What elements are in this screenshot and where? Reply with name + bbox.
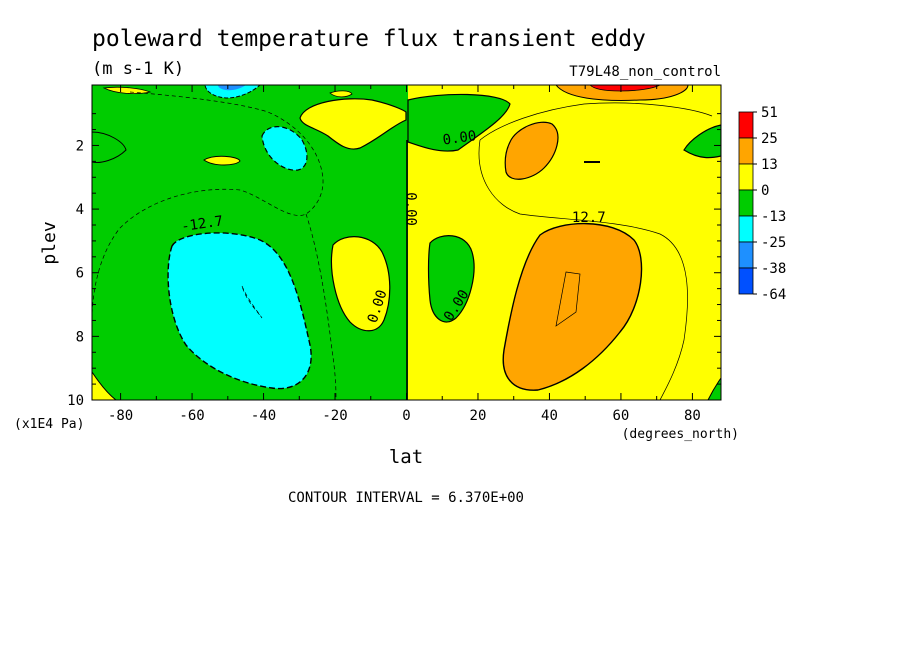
x-tick-label: -40 bbox=[251, 408, 276, 424]
region-nh-mid-green bbox=[427, 235, 475, 323]
region-sh-cyan-main bbox=[167, 232, 312, 390]
plot-area bbox=[92, 85, 721, 400]
contour-label: -12.7 bbox=[180, 213, 224, 235]
colorbar-swatch bbox=[738, 111, 754, 139]
region-top-yellow-a bbox=[329, 90, 353, 98]
colorbar-label: 25 bbox=[761, 131, 778, 147]
chart-title: poleward temperature flux transient eddy bbox=[92, 26, 646, 52]
region-sh-mid-yellow bbox=[330, 236, 391, 332]
colorbar: 51 25 13 0 -13 -25 -38 -64 bbox=[738, 105, 786, 303]
region-nh-orange-upper bbox=[504, 121, 559, 180]
y-tick-label: 10 bbox=[67, 393, 84, 409]
colorbar-label: 0 bbox=[761, 183, 769, 199]
region-top-yellow-b bbox=[102, 86, 152, 95]
x-axis-label: lat bbox=[389, 446, 423, 468]
y-axis-units: (x1E4 Pa) bbox=[14, 417, 84, 432]
colorbar-label: 13 bbox=[761, 157, 778, 173]
region-sh-cyan-upper bbox=[261, 126, 308, 171]
colorbar-swatch bbox=[738, 215, 754, 243]
x-tick-label: 20 bbox=[470, 408, 487, 424]
x-tick-label: 80 bbox=[684, 408, 701, 424]
contour-label: 0.00 bbox=[403, 192, 419, 226]
colorbar-label: -25 bbox=[761, 235, 786, 251]
dataset-label: T79L48_non_control bbox=[569, 64, 721, 80]
region-sh-left-green-edge bbox=[92, 131, 127, 163]
colorbar-swatch bbox=[738, 137, 754, 165]
chart-units: (m s-1 K) bbox=[92, 59, 184, 79]
y-tick-label: 4 bbox=[76, 202, 84, 218]
x-axis: -80 -60 -40 -20 0 20 40 60 80 bbox=[108, 85, 701, 424]
region-sh-small-yellow bbox=[203, 155, 241, 166]
x-tick-label: 40 bbox=[541, 408, 558, 424]
contour-labels: -12.7 12.70.000.000.00 0.00 bbox=[180, 128, 605, 325]
x-tick-label: -60 bbox=[179, 408, 204, 424]
colorbar-swatch bbox=[738, 189, 754, 217]
colorbar-label: 51 bbox=[761, 105, 778, 121]
y-tick-label: 8 bbox=[76, 329, 84, 345]
y-tick-label: 6 bbox=[76, 266, 84, 282]
x-tick-label: 0 bbox=[402, 408, 410, 424]
x-tick-label: 60 bbox=[613, 408, 630, 424]
x-axis-units: (degrees_north) bbox=[622, 427, 739, 442]
x-tick-label: -20 bbox=[322, 408, 347, 424]
colorbar-swatch bbox=[738, 267, 754, 295]
contour-interval-note: CONTOUR INTERVAL = 6.370E+00 bbox=[288, 490, 524, 506]
colorbar-label: -13 bbox=[761, 209, 786, 225]
colorbar-label: -64 bbox=[761, 287, 786, 303]
y-axis: 2 4 6 8 10 bbox=[67, 113, 721, 409]
colorbar-swatch bbox=[738, 163, 754, 191]
contour-label: 12.7 bbox=[572, 210, 606, 226]
colorbar-label: -38 bbox=[761, 261, 786, 277]
region-nh-right-green bbox=[683, 124, 721, 159]
region-top-red bbox=[589, 85, 661, 92]
region-bottom-right-green bbox=[707, 377, 721, 400]
y-tick-label: 2 bbox=[76, 138, 84, 154]
region-bottom-left-yellow bbox=[92, 371, 117, 400]
region-nh-upper-green bbox=[407, 93, 511, 152]
contour-label: 0.00 bbox=[442, 128, 478, 149]
region-top-blue bbox=[218, 85, 246, 91]
region-sh-upper-yellow bbox=[299, 98, 407, 150]
colorbar-swatch bbox=[738, 241, 754, 269]
x-tick-label: -80 bbox=[108, 408, 133, 424]
y-axis-label: plev bbox=[39, 221, 60, 264]
region-nh-orange-main bbox=[502, 222, 643, 391]
region-top-orange bbox=[555, 85, 689, 101]
contour-lines bbox=[92, 91, 713, 400]
region-top-cyan bbox=[204, 85, 261, 99]
